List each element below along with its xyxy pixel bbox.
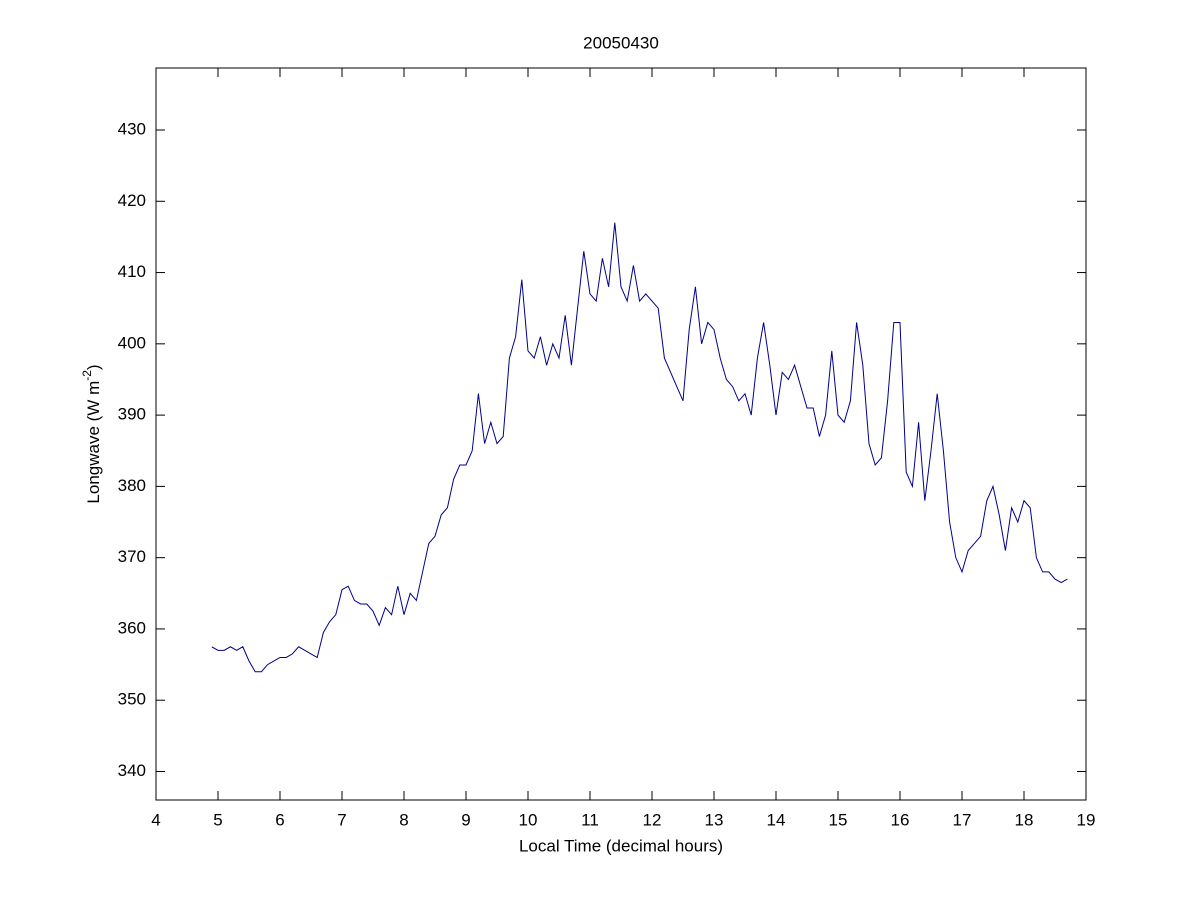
y-axis-label: Longwave (W m-2)	[80, 364, 103, 503]
x-tick-label: 8	[399, 810, 408, 829]
x-tick-label: 4	[151, 810, 160, 829]
y-tick-label: 420	[118, 191, 146, 210]
plot-area	[155, 67, 1087, 801]
y-tick-label: 370	[118, 547, 146, 566]
x-tick-label: 12	[643, 810, 662, 829]
y-tick-label: 390	[118, 405, 146, 424]
y-tick-label: 340	[118, 761, 146, 780]
y-tick-label: 430	[118, 119, 146, 138]
x-tick-label: 13	[705, 810, 724, 829]
y-axis-label-superscript: -2	[80, 370, 94, 381]
x-tick-label: 6	[275, 810, 284, 829]
x-tick-label: 17	[953, 810, 972, 829]
y-tick-label: 380	[118, 476, 146, 495]
y-tick-label: 400	[118, 333, 146, 352]
x-tick-label: 16	[891, 810, 910, 829]
y-tick-label: 410	[118, 262, 146, 281]
x-tick-label: 7	[337, 810, 346, 829]
x-tick-label: 11	[581, 810, 599, 829]
x-tick-label: 14	[767, 810, 786, 829]
y-axis-label-close: )	[84, 364, 103, 370]
y-axis-label-text: Longwave (W m	[84, 381, 103, 504]
y-tick-label: 360	[118, 618, 146, 637]
chart-title: 20050430	[583, 33, 659, 52]
x-tick-label: 18	[1015, 810, 1034, 829]
x-tick-label: 15	[829, 810, 848, 829]
data-line	[211, 222, 1068, 673]
y-tick-label: 350	[118, 690, 146, 709]
x-axis-label: Local Time (decimal hours)	[519, 836, 723, 855]
x-tick-label: 10	[519, 810, 538, 829]
x-tick-label: 19	[1077, 810, 1096, 829]
x-tick-label: 9	[461, 810, 470, 829]
x-tick-label: 5	[213, 810, 222, 829]
